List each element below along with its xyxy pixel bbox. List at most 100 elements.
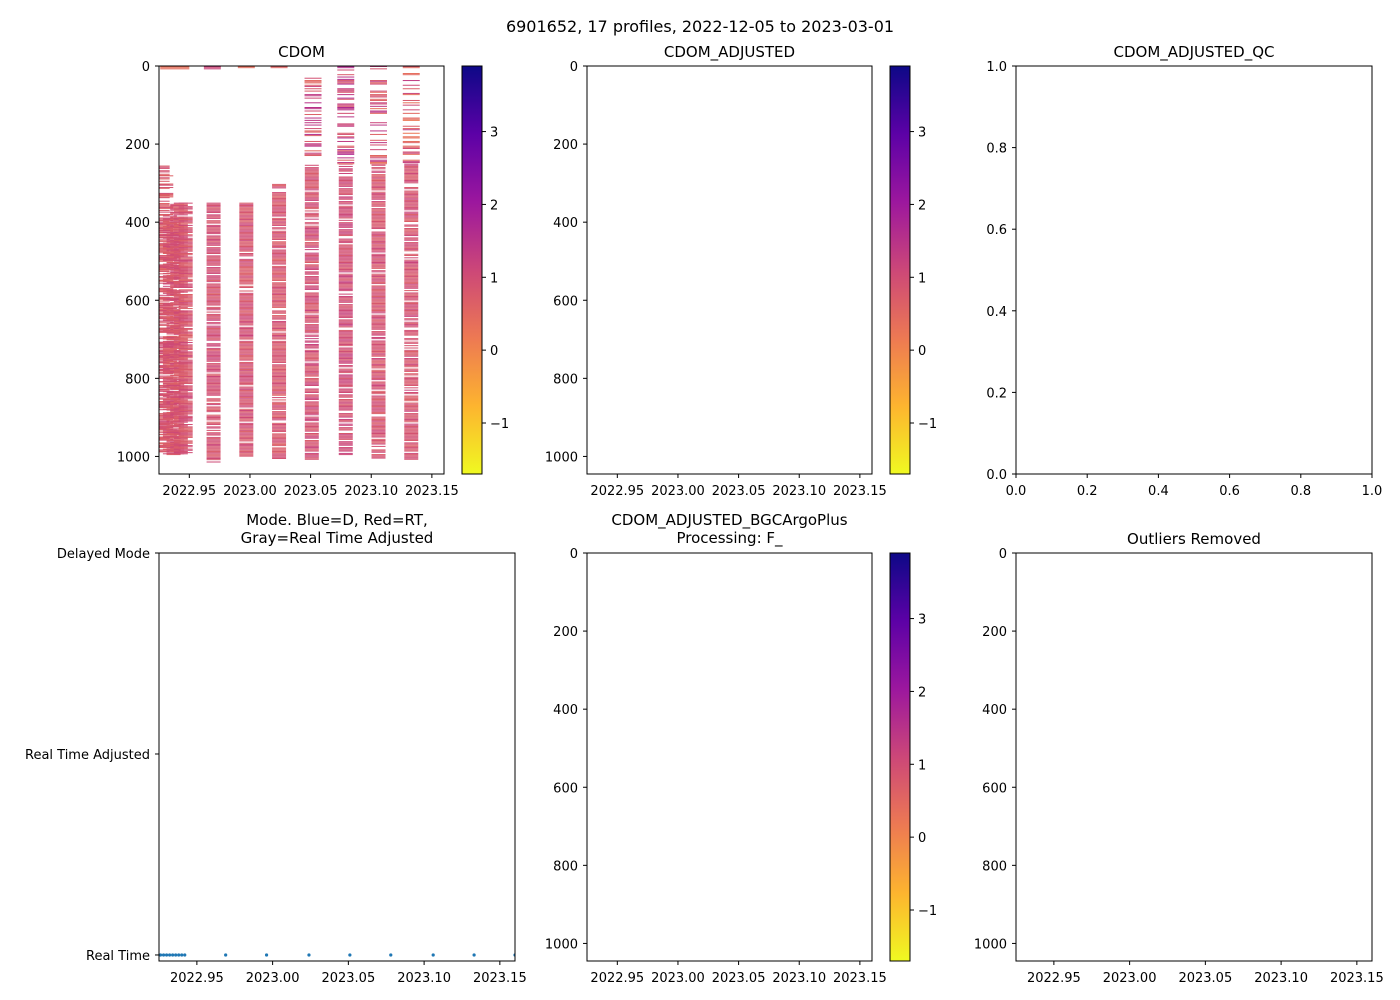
profile-cell — [304, 80, 322, 82]
profile-cell — [178, 418, 193, 420]
profile-cell — [239, 377, 254, 379]
x-tick-label: 1.0 — [1362, 484, 1383, 499]
profile-cell — [304, 212, 319, 214]
profile-cell — [178, 337, 193, 339]
profile-cell — [370, 133, 387, 135]
profile-cell — [178, 254, 193, 256]
profile-cell — [239, 350, 254, 352]
profile-cell — [304, 457, 319, 459]
profile-cell — [304, 441, 319, 443]
profile-cell — [371, 164, 386, 166]
profile-cell — [371, 346, 386, 348]
profile-cell — [166, 434, 181, 436]
profile-cell — [206, 285, 221, 287]
profile-cell — [304, 427, 319, 429]
profile-cell — [162, 406, 177, 408]
profile-cell — [404, 215, 419, 217]
profile-cell — [239, 208, 254, 210]
profile-cell — [206, 347, 221, 349]
profile-cell — [206, 360, 221, 362]
profile-cell — [404, 314, 419, 316]
profile-cell — [178, 404, 193, 406]
profile-cell — [178, 261, 193, 263]
profile-cell — [304, 178, 319, 180]
profile-cell — [338, 188, 353, 190]
profile-cell — [304, 343, 319, 345]
profile-cell — [178, 286, 193, 288]
profile-cell — [338, 355, 353, 357]
profile-cell — [178, 386, 193, 388]
profile-cell — [338, 202, 353, 204]
profile-cell — [166, 368, 181, 370]
profile-cell — [159, 249, 174, 251]
profile-cell — [159, 368, 174, 370]
profile-cell — [239, 384, 254, 386]
profile-cell — [178, 381, 193, 383]
profile-cell — [371, 168, 386, 170]
profile-cell — [178, 213, 193, 215]
profile-cell — [337, 67, 355, 69]
profile-cell — [304, 455, 319, 457]
profile-cell — [206, 256, 221, 258]
profile-cell — [404, 355, 419, 357]
profile-cell — [239, 401, 254, 403]
profile-cell — [371, 457, 386, 459]
profile-cell — [338, 394, 353, 396]
profile-cell — [272, 337, 287, 339]
profile-cell — [178, 377, 193, 379]
profile-cell — [304, 196, 319, 198]
profile-cell — [371, 407, 386, 409]
profile-cell — [272, 194, 287, 196]
profile-cell — [371, 312, 386, 314]
profile-cell — [404, 354, 419, 356]
profile-cell — [404, 381, 419, 383]
profile-cell — [338, 247, 353, 249]
profile-cell — [338, 345, 353, 347]
profile-cell — [402, 99, 420, 101]
profile-cell — [338, 258, 353, 260]
profile-cell — [371, 237, 386, 239]
profile-cell — [371, 450, 386, 452]
profile-cell — [206, 288, 221, 290]
profile-cell — [371, 310, 386, 312]
profile-cell — [159, 265, 174, 267]
profile-cell — [272, 379, 287, 381]
profile-cell — [402, 147, 420, 149]
profile-cell — [170, 213, 185, 215]
profile-cell — [272, 269, 287, 271]
profile-cell — [206, 241, 221, 243]
profile-cell — [338, 201, 353, 203]
profile-cell — [304, 90, 322, 92]
profile-cell — [272, 371, 287, 373]
profile-cell — [371, 197, 386, 199]
profile-cell — [178, 407, 193, 409]
y-tick-label: 200 — [553, 138, 578, 153]
profile-cell — [206, 294, 221, 296]
profile-cell — [304, 143, 322, 145]
profile-cell — [272, 429, 287, 431]
profile-cell — [206, 411, 221, 413]
profile-cell — [162, 231, 177, 233]
profile-cell — [338, 263, 353, 265]
profile-cell — [338, 409, 353, 411]
profile-cell — [178, 435, 193, 437]
profile-cell — [206, 447, 221, 449]
profile-cell — [159, 373, 174, 375]
mode-point — [171, 953, 175, 957]
profile-cell — [239, 433, 254, 435]
profile-cell — [178, 250, 193, 252]
profile-cell — [239, 231, 254, 233]
profile-cell — [337, 116, 355, 118]
profile-cell — [178, 370, 193, 372]
profile-cell — [239, 260, 254, 262]
profile-cell — [304, 370, 319, 372]
profile-cell — [304, 244, 319, 246]
profile-cell — [371, 295, 386, 297]
profile-cell — [239, 416, 254, 418]
profile-cell — [173, 209, 188, 211]
profile-cell — [206, 309, 221, 311]
profile-cell — [338, 229, 353, 231]
profile-cell — [272, 262, 287, 264]
profile-cell — [239, 295, 254, 297]
profile-cell — [304, 172, 319, 174]
